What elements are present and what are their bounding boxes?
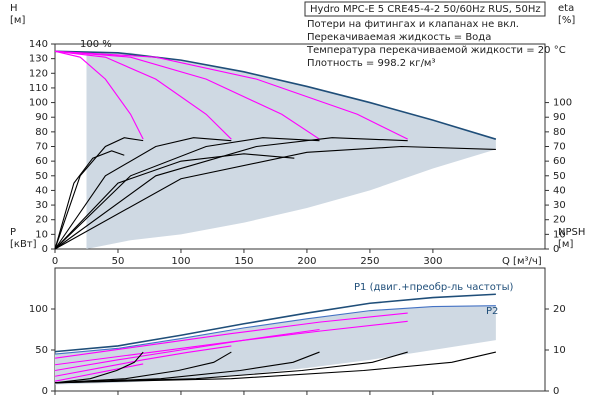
curve — [54, 145, 496, 250]
operating-range — [55, 305, 496, 385]
y-tick-label: 50 — [35, 345, 48, 356]
curve — [54, 351, 496, 384]
curve — [54, 137, 144, 250]
annotation: P2 — [486, 306, 498, 317]
y-tick-label: 110 — [29, 83, 48, 94]
curve — [54, 150, 125, 250]
curve — [54, 50, 320, 140]
y2-tick-label: 0 — [553, 386, 559, 397]
y-axis-label: H — [10, 3, 18, 14]
y-axis-label: P — [10, 227, 16, 238]
y-tick-label: 0 — [42, 244, 48, 255]
y-tick-label: 100 — [29, 304, 48, 315]
x-tick-label: 100 — [171, 256, 190, 267]
y-axis-label: [м] — [10, 15, 25, 26]
operating-range — [86, 51, 496, 250]
curve — [54, 293, 496, 353]
y2-tick-label: 10 — [553, 345, 566, 356]
curve — [54, 351, 320, 384]
curve — [54, 137, 320, 250]
curve — [54, 50, 144, 140]
y2-tick-label: 10 — [553, 229, 566, 240]
y2-tick-label: 60 — [553, 156, 566, 167]
y2-axis-label: NPSH — [558, 227, 585, 238]
curve — [54, 50, 408, 140]
chart-title: Hydro MPC-E 5 CRE45-4-2 50/60Hz RUS, 50H… — [310, 4, 541, 15]
y2-tick-label: 100 — [553, 98, 572, 109]
y-tick-label: 60 — [35, 156, 48, 167]
y-tick-label: 20 — [35, 215, 48, 226]
curve — [54, 153, 295, 250]
y2-tick-label: 90 — [553, 112, 566, 123]
x-tick-label: 250 — [360, 256, 379, 267]
curve — [54, 137, 408, 250]
y-tick-label: 10 — [35, 229, 48, 240]
y-axis-label: [кВт] — [10, 239, 37, 250]
y2-tick-label: 20 — [553, 304, 566, 315]
plot-frame — [54, 267, 546, 392]
curve — [54, 351, 232, 384]
x-tick-label: 300 — [423, 256, 442, 267]
note: Плотность = 998.2 кг/м³ — [307, 58, 436, 69]
curve — [54, 50, 232, 140]
x-tick-label: 200 — [297, 256, 316, 267]
x-tick-label: 50 — [112, 256, 125, 267]
y2-tick-label: 40 — [553, 185, 566, 196]
y-tick-label: 30 — [35, 200, 48, 211]
y-tick-label: 130 — [29, 54, 48, 65]
annotation: 100 % — [80, 39, 112, 50]
note: Температура перекачиваемой жидкости = 20… — [306, 45, 566, 56]
y-tick-label: 50 — [35, 171, 48, 182]
curve — [54, 328, 320, 372]
note: Потери на фитингах и клапанах не вкл. — [307, 19, 519, 30]
curve — [54, 345, 232, 377]
y2-tick-label: 30 — [553, 200, 566, 211]
y2-tick-label: 80 — [553, 127, 566, 138]
curve — [54, 351, 144, 384]
curve — [54, 305, 496, 355]
curve — [54, 312, 408, 359]
x-axis-label: Q [м³/ч] — [502, 256, 542, 267]
y2-tick-label: 20 — [553, 215, 566, 226]
curve — [54, 137, 232, 250]
y-tick-label: 70 — [35, 142, 48, 153]
y-tick-label: 100 — [29, 98, 48, 109]
y2-tick-label: 70 — [553, 142, 566, 153]
y-tick-label: 120 — [29, 68, 48, 79]
y-tick-label: 0 — [42, 386, 48, 397]
x-tick-label: 0 — [52, 256, 58, 267]
y2-tick-label: 0 — [553, 244, 559, 255]
y2-axis-label: [м] — [558, 239, 573, 250]
info-box — [304, 1, 546, 17]
curve — [54, 363, 144, 382]
y2-axis-label: eta — [558, 3, 574, 14]
y-tick-label: 90 — [35, 112, 48, 123]
y2-tick-label: 50 — [553, 171, 566, 182]
curve — [54, 50, 497, 140]
x-tick-label: 150 — [234, 256, 253, 267]
y-tick-label: 140 — [29, 39, 48, 50]
y-tick-label: 80 — [35, 127, 48, 138]
y-tick-label: 40 — [35, 185, 48, 196]
note: Перекачиваемая жидкость = Вода — [307, 32, 491, 43]
annotation: P1 (двиг.+преобр-ль частоты) — [354, 282, 514, 293]
y2-axis-label: [%] — [558, 15, 575, 26]
